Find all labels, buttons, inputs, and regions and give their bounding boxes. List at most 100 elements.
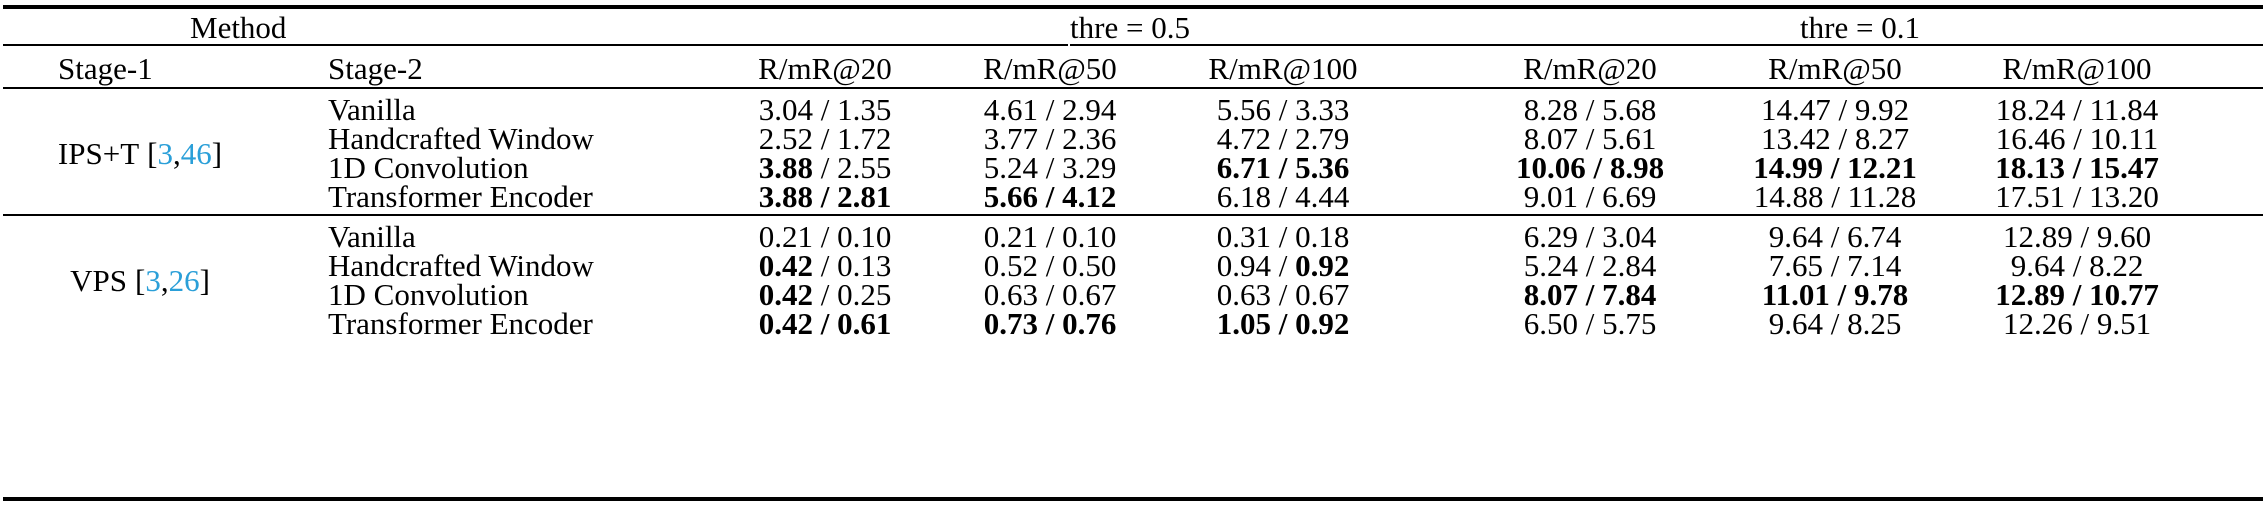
metric-cell: 12.26 / 9.51 xyxy=(1957,305,2197,343)
recall-value: 10.06 xyxy=(1515,150,1586,185)
stage2-label: Vanilla xyxy=(328,92,416,127)
recall-value: 9.64 xyxy=(1768,306,1823,341)
stage2-header: Stage-2 xyxy=(328,51,423,86)
mean-recall-value: 3.33 xyxy=(1295,92,1350,127)
recall-value: 0.94 xyxy=(1216,248,1271,283)
value-separator: / xyxy=(1037,179,1063,214)
value-separator: / xyxy=(1270,219,1296,254)
recall-value: 5.24 xyxy=(1523,248,1578,283)
value-separator: / xyxy=(1577,92,1603,127)
value-separator: / xyxy=(1037,92,1063,127)
mean-recall-value: 15.47 xyxy=(2089,150,2159,185)
mean-recall-value: 2.81 xyxy=(837,179,892,214)
value-separator: / xyxy=(1829,277,1854,312)
mean-recall-value: 2.84 xyxy=(1602,248,1657,283)
mean-recall-value: 8.22 xyxy=(2089,248,2144,283)
metric-cell: 0.63 / 0.67 xyxy=(1163,276,1403,314)
mean-recall-value: 0.76 xyxy=(1062,306,1117,341)
recall-value: 6.18 xyxy=(1216,179,1271,214)
metric-cell: 5.56 / 3.33 xyxy=(1163,91,1403,129)
column-header: R/mR@50 xyxy=(983,51,1117,86)
mean-recall-value: 6.74 xyxy=(1847,219,1902,254)
column-header: R/mR@20 xyxy=(758,51,892,86)
mean-recall-value: 3.04 xyxy=(1602,219,1657,254)
recall-value: 3.88 xyxy=(758,150,813,185)
column-header: R/mR@100 xyxy=(2002,51,2152,86)
value-separator: / xyxy=(1037,306,1063,341)
recall-value: 3.88 xyxy=(758,179,813,214)
value-separator: / xyxy=(812,248,838,283)
recall-value: 4.61 xyxy=(983,92,1038,127)
value-separator: / xyxy=(1037,277,1063,312)
recall-value: 6.50 xyxy=(1523,306,1578,341)
metric-cell: 9.64 / 6.74 xyxy=(1715,218,1955,256)
mean-recall-value: 0.25 xyxy=(837,277,892,312)
value-separator: / xyxy=(1822,306,1848,341)
mean-recall-value: 12.21 xyxy=(1847,150,1917,185)
recall-value: 2.52 xyxy=(758,121,813,156)
citation-bracket: [ xyxy=(147,135,158,171)
recall-value: 4.72 xyxy=(1216,121,1271,156)
recall-value: 0.42 xyxy=(758,277,813,312)
value-separator: / xyxy=(1270,277,1296,312)
metric-cell: 4.61 / 2.94 xyxy=(930,91,1170,129)
metric-cell: 0.52 / 0.50 xyxy=(930,247,1170,285)
recall-value: 3.04 xyxy=(758,92,813,127)
mean-recall-value: 9.60 xyxy=(2096,219,2152,254)
mean-recall-value: 2.55 xyxy=(837,150,892,185)
metric-cell: 5.24 / 2.84 xyxy=(1470,247,1710,285)
thre-01-header: thre = 0.1 xyxy=(1800,10,1920,45)
metric-cell: 13.42 / 8.27 xyxy=(1715,120,1955,158)
metric-cell: 6.29 / 3.04 xyxy=(1470,218,1710,256)
value-separator: / xyxy=(1037,219,1063,254)
citation-link[interactable]: 46 xyxy=(180,135,212,171)
mean-recall-value: 0.67 xyxy=(1295,277,1350,312)
stage1-label: IPS+T [3,46] xyxy=(20,135,260,173)
metric-cell: 0.63 / 0.67 xyxy=(930,276,1170,314)
value-separator: / xyxy=(1577,277,1603,312)
citation-link[interactable]: 26 xyxy=(168,262,200,298)
metric-cell: 9.64 / 8.22 xyxy=(1957,247,2197,285)
recall-value: 0.63 xyxy=(1216,277,1271,312)
value-separator: / xyxy=(1270,179,1296,214)
recall-value: 1.05 xyxy=(1216,306,1271,341)
value-separator: / xyxy=(1577,219,1603,254)
value-separator: / xyxy=(2064,277,2090,312)
metric-cell: 18.13 / 15.47 xyxy=(1957,149,2197,187)
metric-cell: 14.47 / 9.92 xyxy=(1715,91,1955,129)
metric-cell: 4.72 / 2.79 xyxy=(1163,120,1403,158)
mean-recall-value: 0.10 xyxy=(837,219,892,254)
recall-value: 7.65 xyxy=(1768,248,1823,283)
mean-recall-value: 7.84 xyxy=(1602,277,1657,312)
value-separator: / xyxy=(1822,248,1848,283)
value-separator: / xyxy=(2065,121,2090,156)
thre-05-header: thre = 0.5 xyxy=(1070,10,1190,45)
mean-recall-value: 5.36 xyxy=(1295,150,1350,185)
metric-cell: 0.21 / 0.10 xyxy=(930,218,1170,256)
recall-value: 0.42 xyxy=(758,306,813,341)
mean-recall-value: 2.94 xyxy=(1062,92,1117,127)
recall-value: 14.99 xyxy=(1753,150,1823,185)
metric-cell: 12.89 / 9.60 xyxy=(1957,218,2197,256)
metric-cell: 3.77 / 2.36 xyxy=(930,120,1170,158)
recall-value: 8.28 xyxy=(1523,92,1578,127)
citation-link[interactable]: 3 xyxy=(157,135,173,171)
metric-cell: 5.24 / 3.29 xyxy=(930,149,1170,187)
recall-value: 0.31 xyxy=(1216,219,1271,254)
value-separator: / xyxy=(1830,121,1855,156)
value-separator: / xyxy=(2064,248,2090,283)
metric-cell: 0.21 / 0.10 xyxy=(705,218,945,256)
metric-cell: 0.42 / 0.13 xyxy=(705,247,945,285)
mean-recall-value: 3.29 xyxy=(1062,150,1117,185)
citation-link[interactable]: 3 xyxy=(145,262,161,298)
value-separator: / xyxy=(2064,150,2090,185)
column-header: R/mR@20 xyxy=(1523,51,1657,86)
stage2-label: Vanilla xyxy=(328,219,416,254)
value-separator: / xyxy=(1270,121,1296,156)
recall-value: 9.64 xyxy=(2010,248,2065,283)
citation-bracket: ] xyxy=(211,135,223,171)
metric-cell: 6.71 / 5.36 xyxy=(1163,149,1403,187)
value-separator: / xyxy=(812,150,838,185)
metric-cell: 9.64 / 8.25 xyxy=(1715,305,1955,343)
recall-value: 18.24 xyxy=(1995,92,2066,127)
